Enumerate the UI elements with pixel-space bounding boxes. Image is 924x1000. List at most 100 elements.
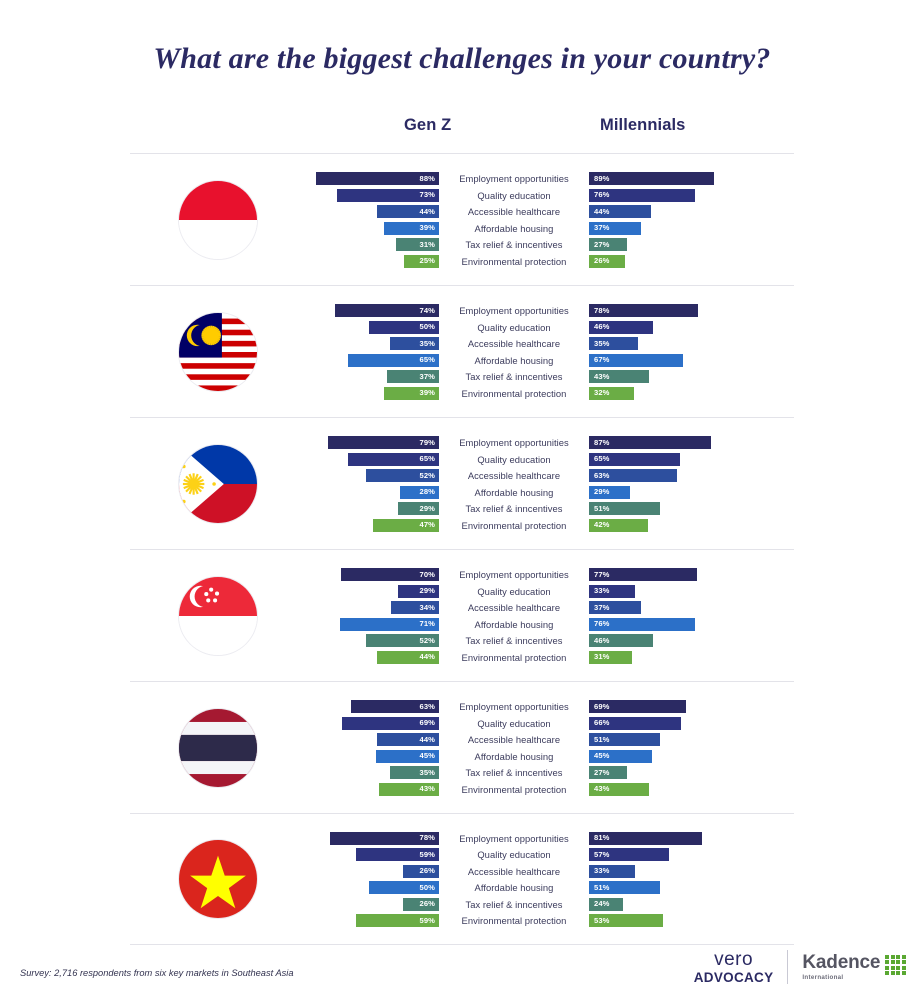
millennials-bar: 89% bbox=[589, 172, 714, 186]
category-label: Environmental protection bbox=[461, 255, 567, 267]
genz-bar: 78% bbox=[329, 831, 439, 845]
page-title: What are the biggest challenges in your … bbox=[153, 42, 771, 75]
flag-cell bbox=[130, 707, 305, 788]
flag-cell bbox=[130, 179, 305, 260]
genz-bar: 50% bbox=[369, 320, 439, 334]
genz-bar-cell: 52% bbox=[305, 469, 439, 483]
category-label: Quality education bbox=[477, 453, 551, 465]
millennials-value-label: 26% bbox=[594, 256, 610, 266]
millennials-value-label: 69% bbox=[594, 701, 610, 711]
genz-bar-cell: 52% bbox=[305, 634, 439, 648]
millennials-bar-cell: 89% bbox=[589, 172, 794, 186]
millennials-bar-cell: 43% bbox=[589, 370, 794, 384]
millennials-value-label: 43% bbox=[594, 784, 610, 794]
bar-line: 73% Quality education 76% bbox=[305, 188, 794, 203]
millennials-value-label: 76% bbox=[594, 190, 610, 200]
millennials-bar: 78% bbox=[589, 304, 699, 318]
genz-bar-cell: 34% bbox=[305, 601, 439, 615]
country-chart: 70% Employment opportunities 77% 29% Quality… bbox=[305, 567, 794, 665]
survey-footnote: Survey: 2,716 respondents from six key m… bbox=[20, 968, 294, 978]
category-label: Employment opportunities bbox=[459, 569, 569, 581]
genz-bar-cell: 71% bbox=[305, 617, 439, 631]
millennials-bar-cell: 45% bbox=[589, 749, 794, 763]
genz-value-label: 63% bbox=[419, 701, 435, 711]
millennials-value-label: 89% bbox=[594, 173, 610, 183]
millennials-value-label: 37% bbox=[594, 223, 610, 233]
genz-bar: 26% bbox=[402, 897, 439, 911]
genz-bar-cell: 50% bbox=[305, 881, 439, 895]
millennials-value-label: 43% bbox=[594, 371, 610, 381]
millennials-bar: 57% bbox=[589, 848, 669, 862]
millennials-bar: 43% bbox=[589, 782, 650, 796]
millennials-bar-cell: 33% bbox=[589, 584, 794, 598]
genz-bar: 59% bbox=[356, 914, 439, 928]
genz-bar-cell: 35% bbox=[305, 337, 439, 351]
millennials-bar: 27% bbox=[589, 766, 627, 780]
genz-bar: 44% bbox=[377, 205, 439, 219]
category-label: Affordable housing bbox=[474, 222, 554, 234]
millennials-value-label: 31% bbox=[594, 652, 610, 662]
genz-bar-cell: 37% bbox=[305, 370, 439, 384]
indonesia-flag bbox=[177, 179, 258, 260]
category-label: Employment opportunities bbox=[459, 305, 569, 317]
genz-bar-cell: 28% bbox=[305, 485, 439, 499]
country-chart: 78% Employment opportunities 81% 59% Quality… bbox=[305, 830, 794, 928]
bar-line: 34% Accessible healthcare 37% bbox=[305, 601, 794, 616]
genz-bar: 47% bbox=[373, 518, 439, 532]
genz-value-label: 37% bbox=[419, 371, 435, 381]
millennials-bar-cell: 27% bbox=[589, 766, 794, 780]
bar-line: 29% Quality education 33% bbox=[305, 584, 794, 599]
millennials-value-label: 27% bbox=[594, 767, 610, 777]
category-label: Affordable housing bbox=[474, 486, 554, 498]
millennials-bar: 51% bbox=[589, 733, 661, 747]
genz-value-label: 78% bbox=[419, 833, 435, 843]
country-chart: 88% Employment opportunities 89% 73% Quality… bbox=[305, 171, 794, 269]
genz-bar: 44% bbox=[377, 733, 439, 747]
genz-value-label: 59% bbox=[419, 849, 435, 859]
millennials-bar-cell: 78% bbox=[589, 304, 794, 318]
genz-value-label: 28% bbox=[419, 487, 435, 497]
millennials-bar-cell: 76% bbox=[589, 617, 794, 631]
millennials-bar: 33% bbox=[589, 864, 636, 878]
genz-value-label: 50% bbox=[419, 882, 435, 892]
millennials-bar-cell: 76% bbox=[589, 188, 794, 202]
millennials-bar: 87% bbox=[589, 436, 711, 450]
millennials-bar-cell: 46% bbox=[589, 634, 794, 648]
genz-bar: 52% bbox=[366, 634, 439, 648]
column-header-genz: Gen Z bbox=[404, 116, 452, 134]
genz-bar: 29% bbox=[398, 502, 439, 516]
column-header-millennials: Millennials bbox=[600, 116, 686, 134]
millennials-bar: 29% bbox=[589, 485, 630, 499]
bar-line: 26% Tax relief & inncentives 24% bbox=[305, 897, 794, 912]
genz-bar-cell: 70% bbox=[305, 568, 439, 582]
genz-value-label: 79% bbox=[419, 437, 435, 447]
genz-value-label: 59% bbox=[419, 915, 435, 925]
genz-bar: 65% bbox=[348, 452, 439, 466]
genz-bar-cell: 74% bbox=[305, 304, 439, 318]
bar-line: 79% Employment opportunities 87% bbox=[305, 436, 794, 451]
millennials-bar: 26% bbox=[589, 254, 626, 268]
vero-wordmark: vero bbox=[714, 948, 754, 970]
genz-bar: 71% bbox=[339, 617, 439, 631]
bar-line: 47% Environmental protection 42% bbox=[305, 518, 794, 533]
vero-advocacy-logo: vero ADVOCACY bbox=[694, 950, 774, 985]
category-label: Accessible healthcare bbox=[467, 602, 561, 614]
millennials-bar: 76% bbox=[589, 617, 696, 631]
category-label: Accessible healthcare bbox=[467, 206, 561, 218]
category-label: Quality education bbox=[477, 321, 551, 333]
country-row: 70% Employment opportunities 77% 29% Quality… bbox=[130, 549, 794, 681]
millennials-value-label: 51% bbox=[594, 882, 610, 892]
bar-line: 37% Tax relief & inncentives 43% bbox=[305, 370, 794, 385]
genz-bar: 37% bbox=[387, 370, 439, 384]
category-label: Tax relief & inncentives bbox=[465, 503, 563, 515]
millennials-bar-cell: 26% bbox=[589, 254, 794, 268]
millennials-value-label: 67% bbox=[594, 355, 610, 365]
millennials-bar-cell: 53% bbox=[589, 914, 794, 928]
bar-line: 74% Employment opportunities 78% bbox=[305, 304, 794, 319]
genz-bar-cell: 79% bbox=[305, 436, 439, 450]
genz-value-label: 50% bbox=[419, 322, 435, 332]
category-label: Environmental protection bbox=[461, 519, 567, 531]
millennials-bar: 32% bbox=[589, 386, 634, 400]
flag-cell bbox=[130, 311, 305, 392]
bar-line: 43% Environmental protection 43% bbox=[305, 782, 794, 797]
